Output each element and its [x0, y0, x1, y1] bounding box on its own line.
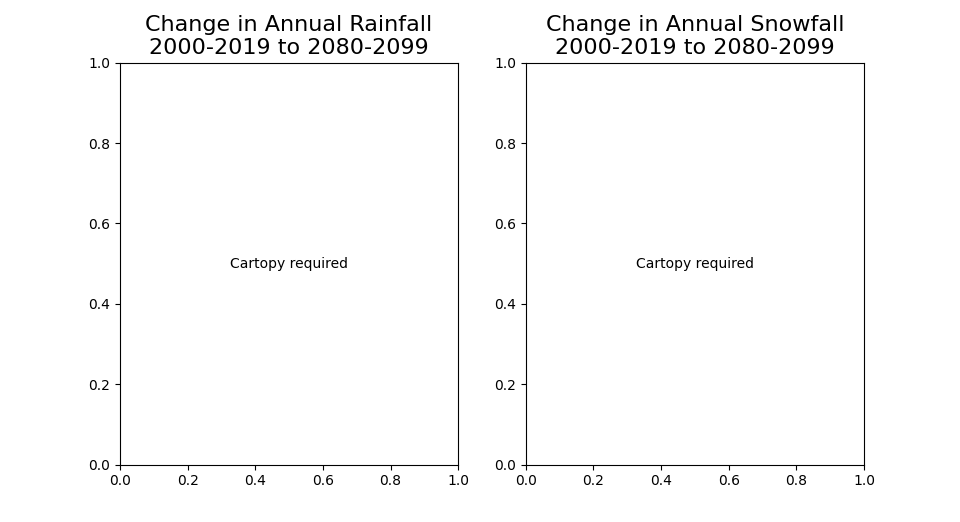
- Title: Change in Annual Snowfall
2000-2019 to 2080-2099: Change in Annual Snowfall 2000-2019 to 2…: [545, 15, 844, 58]
- Text: Cartopy required: Cartopy required: [636, 257, 754, 270]
- Text: Cartopy required: Cartopy required: [230, 257, 348, 270]
- Title: Change in Annual Rainfall
2000-2019 to 2080-2099: Change in Annual Rainfall 2000-2019 to 2…: [146, 15, 433, 58]
